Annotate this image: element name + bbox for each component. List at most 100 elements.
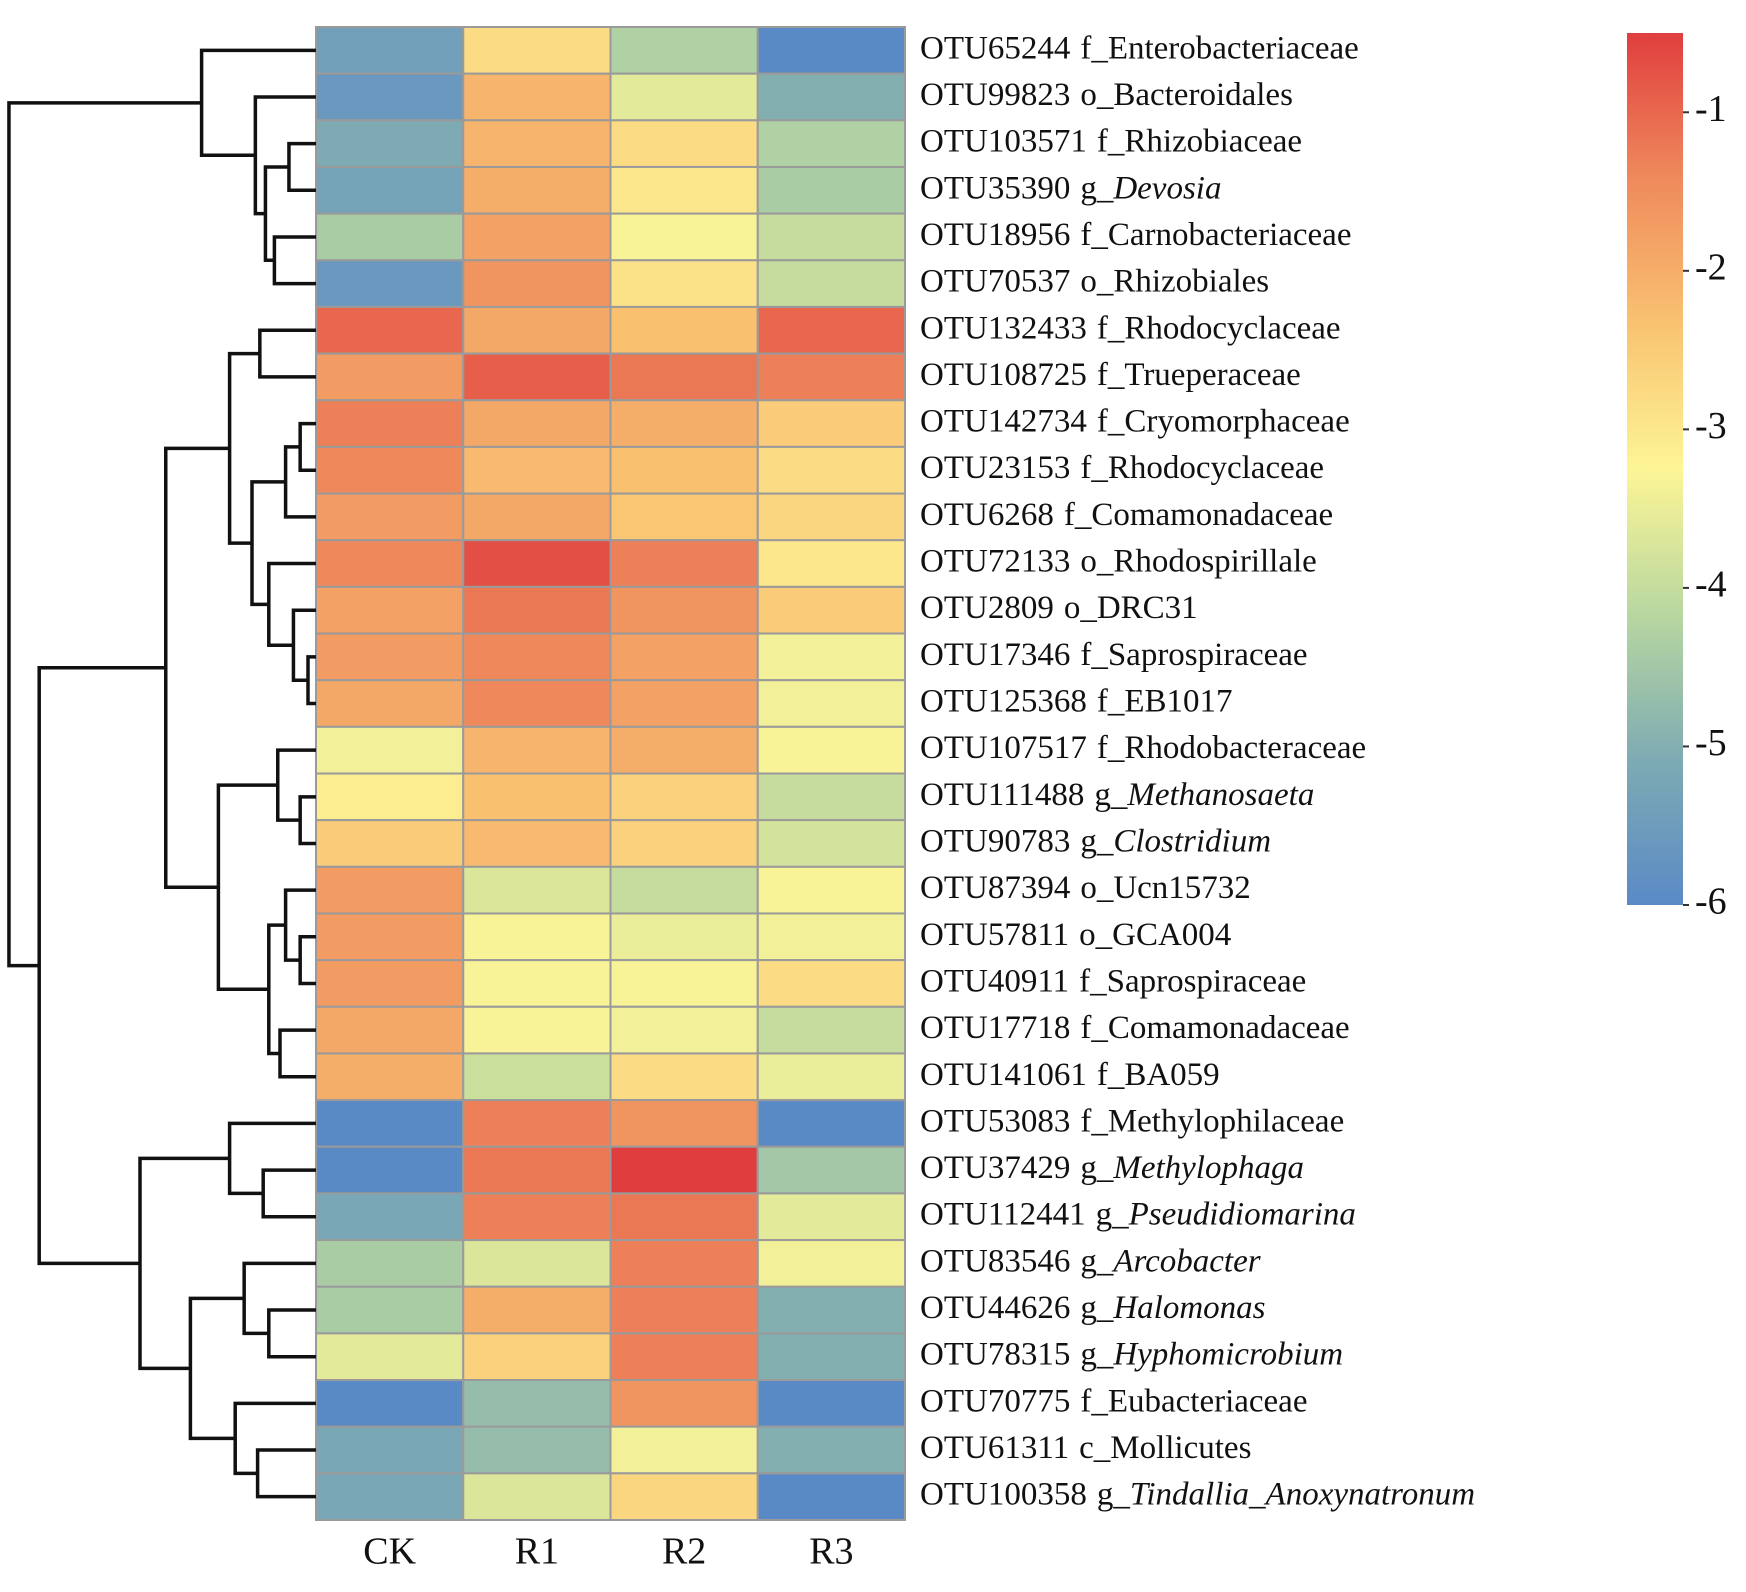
heatmap-cell: [756, 165, 906, 215]
taxon-rank: g_: [1096, 1196, 1130, 1232]
heatmap-cell: [756, 1192, 906, 1242]
row-label: OTU23153 f_Rhodocyclaceae: [920, 450, 1324, 486]
heatmap-cell: [756, 1472, 906, 1521]
heatmap-cell: [462, 26, 612, 75]
otu-id: OTU65244: [920, 30, 1070, 66]
heatmap-cell: [756, 305, 906, 355]
heatmap-cell: [756, 1425, 906, 1475]
heatmap-cell: [756, 119, 906, 168]
heatmap-cell: [462, 1425, 612, 1475]
heatmap-cell: [315, 1472, 465, 1521]
heatmap-cell: [315, 399, 465, 448]
otu-id: OTU72133: [920, 543, 1070, 579]
taxon-name: f_Eubacteriaceae: [1080, 1383, 1307, 1419]
taxon-name: Clostridium: [1113, 823, 1271, 859]
row-label: OTU35390 g_Devosia: [920, 170, 1221, 206]
heatmap-cell: [609, 259, 759, 308]
heatmap-cell: [756, 445, 906, 495]
heatmap-cell: [315, 1425, 465, 1475]
heatmap-cell: [609, 1425, 759, 1475]
row-label: OTU53083 f_Methylophilaceae: [920, 1103, 1344, 1139]
heatmap-cell: [756, 492, 906, 542]
heatmap-cell: [462, 865, 612, 915]
heatmap-cell: [756, 865, 906, 915]
otu-id: OTU70537: [920, 263, 1070, 299]
heatmap-cell: [462, 119, 612, 168]
otu-id: OTU108725: [920, 357, 1087, 393]
taxon-rank: g_: [1097, 1476, 1131, 1512]
heatmap-cell: [609, 165, 759, 215]
heatmap-cell: [315, 445, 465, 495]
heatmap-cell: [756, 399, 906, 448]
heatmap-cell: [756, 1005, 906, 1055]
heatmap-cell: [315, 725, 465, 775]
heatmap-cell: [315, 1239, 465, 1288]
taxon-name: f_Comamonadaceae: [1064, 496, 1333, 532]
heatmap-cell: [315, 1192, 465, 1242]
row-label: OTU57811 o_GCA004: [920, 916, 1231, 952]
heatmap-cell: [756, 772, 906, 822]
otu-id: OTU107517: [920, 730, 1087, 766]
colorbar-tick-label: -3: [1695, 405, 1727, 447]
otu-id: OTU125368: [920, 683, 1087, 719]
taxon-name: f_Rhizobiaceae: [1097, 123, 1302, 159]
heatmap-cell: [462, 1145, 612, 1195]
taxon-name: f_Cryomorphaceae: [1097, 403, 1350, 439]
row-label: OTU37429 g_Methylophaga: [920, 1150, 1304, 1186]
heatmap-cell: [609, 445, 759, 495]
otu-id: OTU70775: [920, 1383, 1070, 1419]
heatmap-cell: [609, 632, 759, 682]
heatmap-cell: [315, 632, 465, 682]
heatmap-cell: [756, 632, 906, 682]
taxon-name: f_Rhodobacteraceae: [1097, 730, 1366, 766]
taxon-name: o_GCA004: [1079, 916, 1231, 952]
heatmap-cell: [756, 26, 906, 75]
taxon-name: f_Methylophilaceae: [1080, 1103, 1344, 1139]
heatmap-cell: [315, 352, 465, 402]
row-label: OTU112441 g_Pseudidiomarina: [920, 1196, 1356, 1232]
taxon-name: Hyphomicrobium: [1112, 1336, 1343, 1372]
otu-id: OTU35390: [920, 170, 1070, 206]
heatmap-cell: [315, 212, 465, 262]
row-label: OTU83546 g_Arcobacter: [920, 1243, 1261, 1279]
heatmap-cell: [609, 959, 759, 1008]
row-label: OTU78315 g_Hyphomicrobium: [920, 1336, 1343, 1372]
heatmap-cell: [315, 1052, 465, 1102]
heatmap-cell: [609, 1379, 759, 1428]
heatmap-cell: [609, 26, 759, 75]
heatmap-cell: [315, 865, 465, 915]
heatmap-cell: [462, 492, 612, 542]
otu-id: OTU6268: [920, 496, 1054, 532]
row-label: OTU111488 g_Methanosaeta: [920, 776, 1314, 812]
colorbar-tick-label: -2: [1695, 247, 1727, 289]
taxon-name: f_Trueperaceae: [1097, 357, 1301, 393]
otu-id: OTU111488: [920, 776, 1084, 812]
heatmap-cell: [609, 1192, 759, 1242]
colorbar-tick-label: -5: [1695, 722, 1727, 764]
colorbar-tick-label: -6: [1695, 881, 1727, 923]
taxon-rank: g_: [1094, 776, 1128, 812]
taxon-name: Methanosaeta: [1126, 776, 1314, 812]
row-label: OTU44626 g_Halomonas: [920, 1290, 1266, 1326]
taxon-rank: g_: [1080, 1290, 1114, 1326]
heatmap-cell: [609, 1285, 759, 1335]
heatmap-cell: [315, 1379, 465, 1428]
row-label: OTU132433 f_Rhodocyclaceae: [920, 310, 1341, 346]
row-label: OTU18956 f_Carnobacteriaceae: [920, 217, 1351, 253]
row-label: OTU103571 f_Rhizobiaceae: [920, 123, 1302, 159]
row-label: OTU107517 f_Rhodobacteraceae: [920, 730, 1366, 766]
taxon-name: f_Enterobacteriaceae: [1080, 30, 1358, 66]
heatmap-cell: [462, 445, 612, 495]
heatmap-cell: [462, 959, 612, 1008]
taxon-name: Pseudidiomarina: [1128, 1196, 1356, 1232]
heatmap-cell: [609, 212, 759, 262]
heatmap-cell: [462, 539, 612, 588]
heatmap-cell: [609, 865, 759, 915]
heatmap-cell: [609, 1145, 759, 1195]
heatmap-cell: [315, 1285, 465, 1335]
row-label: OTU108725 f_Trueperaceae: [920, 357, 1301, 393]
taxon-rank: g_: [1080, 823, 1114, 859]
heatmap-cell: [315, 1332, 465, 1382]
heatmap-cell: [462, 352, 612, 402]
